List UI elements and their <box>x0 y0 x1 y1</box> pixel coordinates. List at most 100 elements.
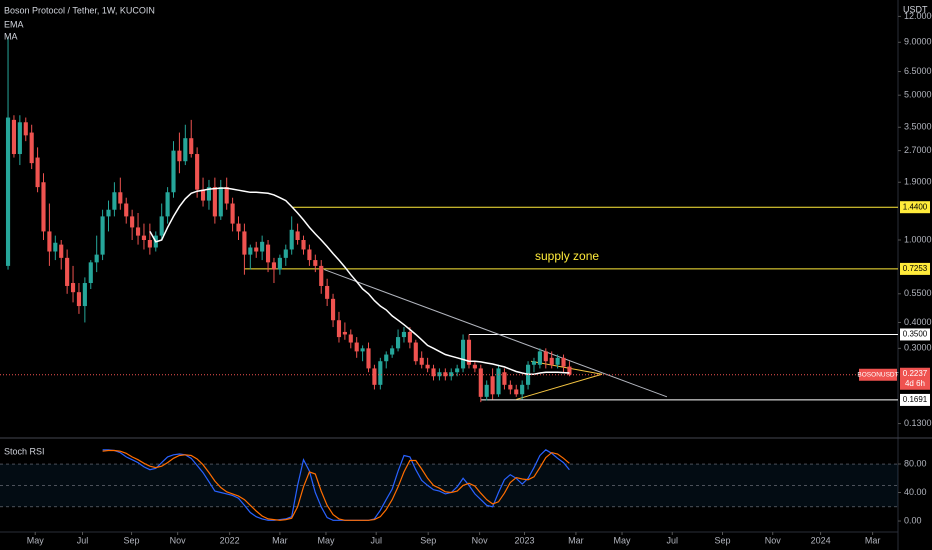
candle-body <box>212 187 217 217</box>
level-label: 1.4400 <box>903 202 928 211</box>
candle-body <box>460 339 466 369</box>
stoch-tick-label: 80.00 <box>904 458 927 468</box>
legend-entry: EMA <box>4 19 24 29</box>
candle-body <box>508 384 513 390</box>
x-tick-label: Mar <box>568 535 584 545</box>
trendline <box>530 360 603 375</box>
y-tick-label: 1.9000 <box>904 177 932 187</box>
candle-body <box>307 249 312 261</box>
candle-body <box>313 260 318 266</box>
candle-body <box>502 372 507 385</box>
candle-body <box>354 342 359 352</box>
y-tick-label: 5.0000 <box>904 90 932 100</box>
candle-body <box>543 351 548 362</box>
x-tick-label: May <box>27 535 45 545</box>
candle-body <box>419 357 424 365</box>
candle-body <box>218 187 223 217</box>
candle-body <box>520 384 525 395</box>
candle-body <box>395 337 401 349</box>
candle-body <box>100 216 105 255</box>
trendline <box>516 373 603 400</box>
candle-body <box>325 285 330 299</box>
y-tick-label: 1.0000 <box>904 234 932 244</box>
x-tick-label: May <box>614 535 632 545</box>
level-label: 0.3500 <box>903 330 928 339</box>
candle-body <box>23 122 28 136</box>
candle-body <box>5 117 11 266</box>
level-label-box <box>900 328 930 341</box>
candle-body <box>112 192 117 210</box>
y-tick-label: 0.4000 <box>904 317 932 327</box>
stoch-tick-label: 0.00 <box>904 515 922 525</box>
level-label: 0.1691 <box>903 395 928 404</box>
candle-body <box>242 231 247 255</box>
candle-body <box>425 364 430 369</box>
x-tick-label: Sep <box>714 535 730 545</box>
stoch-band <box>0 464 898 507</box>
x-tick-label: Jul <box>77 535 89 545</box>
candle-body <box>336 320 342 338</box>
candle-body <box>106 209 111 217</box>
y-tick-label: 9.0000 <box>904 37 932 47</box>
candle-body <box>17 122 22 155</box>
candle-body <box>431 368 436 377</box>
candle-body <box>330 298 336 321</box>
candle-body <box>147 240 152 248</box>
candle-body <box>567 366 572 375</box>
candle-body <box>265 244 271 263</box>
candle-body <box>135 227 141 236</box>
legend-entry: MA <box>4 31 18 41</box>
level-label-box <box>900 201 930 214</box>
y-tick-label: 3.5000 <box>904 122 932 132</box>
candle-body <box>271 262 277 270</box>
x-tick-label: 2022 <box>220 535 240 545</box>
candle-body <box>124 203 129 217</box>
candle-body <box>88 262 93 284</box>
y-tick-label: 0.1300 <box>904 418 932 428</box>
candle-body <box>118 192 123 204</box>
candle-body <box>47 231 52 252</box>
candle-body <box>277 257 282 270</box>
price-label: 0.2237 <box>903 369 928 378</box>
x-tick-label: Jul <box>667 535 679 545</box>
candle-body <box>472 364 477 369</box>
candle-body <box>514 389 519 395</box>
x-tick-label: Sep <box>420 535 436 545</box>
candle-body <box>171 150 176 193</box>
candle-body <box>94 254 99 263</box>
candle-body <box>260 241 265 252</box>
candle-body <box>443 372 448 377</box>
candle-body <box>248 247 253 255</box>
candle-body <box>11 119 17 155</box>
candle-body <box>159 216 164 236</box>
x-tick-label: Nov <box>170 535 187 545</box>
candle-body <box>230 203 235 224</box>
candle-body <box>224 187 229 204</box>
trendline <box>324 269 668 398</box>
candle-body <box>29 132 34 164</box>
candle-body <box>189 138 194 155</box>
y-tick-label: 0.5500 <box>904 288 932 298</box>
symbol-box <box>859 368 897 381</box>
y-tick-label: 6.5000 <box>904 66 932 76</box>
candle-body <box>342 331 347 335</box>
candle-body <box>407 331 412 343</box>
candle-body <box>35 157 40 188</box>
level-label-box <box>900 262 930 275</box>
candle-body <box>195 154 200 190</box>
candle-body <box>130 216 135 228</box>
candle-body <box>177 150 182 162</box>
candle-body <box>70 283 76 293</box>
candle-body <box>289 229 294 250</box>
x-tick-label: Mar <box>865 535 881 545</box>
candle-body <box>200 189 206 201</box>
candle-body <box>254 247 259 252</box>
candle-body <box>413 342 418 362</box>
candle-body <box>531 361 537 365</box>
price-box <box>900 367 930 390</box>
candle-body <box>76 292 82 307</box>
candle-body <box>59 244 64 258</box>
candle-body <box>437 372 442 377</box>
